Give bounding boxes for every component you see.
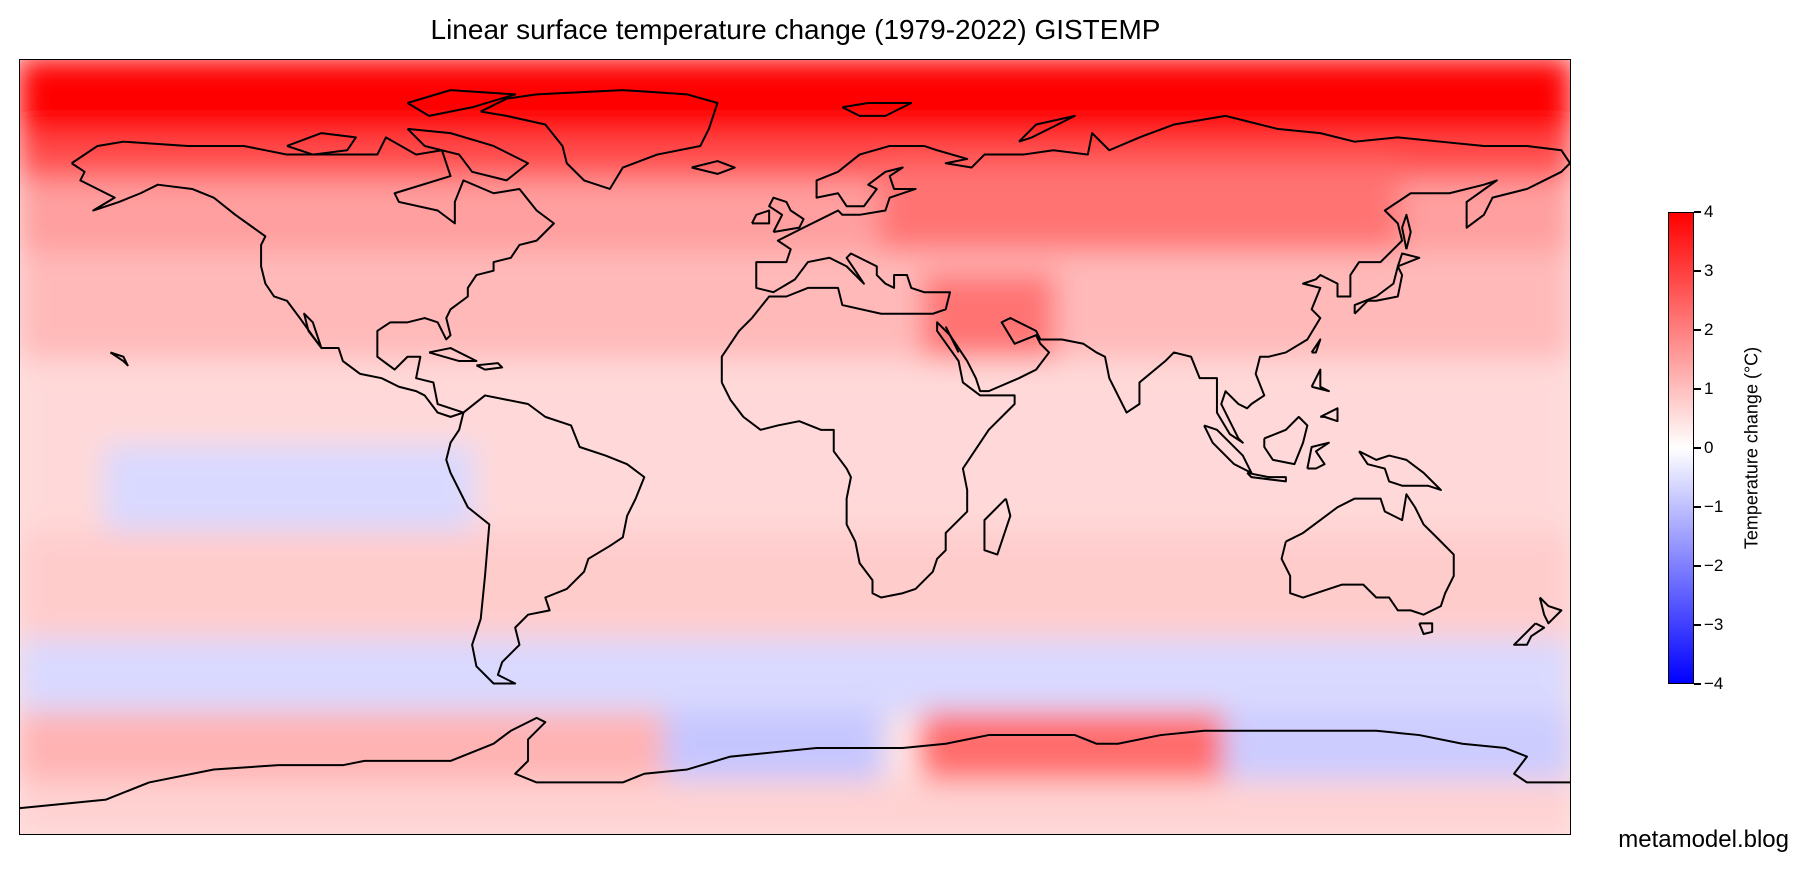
colorbar-tick-label: 0 — [1704, 438, 1714, 457]
colorbar-tick-label: 1 — [1704, 379, 1714, 398]
coastline-java — [1246, 471, 1287, 483]
coastline-hawaii — [109, 351, 129, 367]
colorbar-tick — [1694, 565, 1701, 567]
coastline-luzon — [1310, 368, 1330, 393]
field-region-antarctica-east — [1223, 711, 1570, 785]
temperature-field — [20, 60, 1570, 834]
temperature-map — [20, 60, 1570, 834]
coastline-hispaniola — [475, 362, 504, 371]
coastline-japan — [1353, 252, 1421, 315]
colorbar-tick — [1694, 624, 1701, 626]
colorbar-tick-label: −3 — [1704, 615, 1724, 634]
coastline-great-britain — [768, 196, 805, 233]
colorbar-tick — [1694, 329, 1701, 331]
colorbar-tick-label: 2 — [1704, 320, 1714, 339]
coastline-tasmania — [1418, 622, 1434, 636]
coastline-north-america — [71, 136, 555, 418]
coastline-new-zealand-south — [1513, 622, 1546, 646]
coastline-antarctica — [20, 716, 1570, 810]
coastline-afro-eurasia — [720, 114, 1570, 599]
chart-title: Linear surface temperature change (1979-… — [430, 14, 1161, 45]
coastline-svalbard — [841, 101, 913, 117]
field-region-arctic — [20, 60, 1570, 140]
coastline-new-guinea — [1358, 450, 1442, 491]
coastline-sakhalin — [1401, 213, 1412, 250]
coastline-sulawesi — [1306, 441, 1330, 470]
coastline-novaya-zemlya — [1018, 114, 1076, 143]
coastline-madagascar — [983, 497, 1012, 556]
field-region-siberia-europe — [879, 165, 1400, 256]
watermark: metamodel.blog — [1618, 826, 1789, 853]
field-region-north-subtropics — [20, 251, 1570, 363]
colorbar-tick — [1694, 506, 1701, 508]
field-region-southern-ocean — [20, 638, 1570, 716]
colorbar — [1668, 212, 1694, 684]
field-region-south-pole — [20, 780, 1570, 834]
field-region-antarctica-west — [20, 711, 668, 785]
colorbar-tick — [1694, 388, 1701, 390]
coastline-ireland — [751, 209, 771, 225]
coastline-iceland — [691, 160, 736, 175]
colorbar-tick-label: −4 — [1704, 674, 1724, 693]
coastline-south-america — [445, 394, 646, 685]
coastline-new-zealand-north — [1538, 596, 1563, 625]
field-region-antarctica-indian — [922, 711, 1228, 785]
coastline-baffin-island — [406, 127, 530, 182]
coastline-ellesmere-island — [406, 89, 517, 117]
field-region-south-subtropics — [20, 531, 1570, 643]
colorbar-tick-label: −1 — [1704, 497, 1724, 516]
colorbar-tick-label: 4 — [1704, 202, 1714, 221]
colorbar-tick — [1694, 270, 1701, 272]
map-frame — [19, 59, 1571, 835]
colorbar-tick — [1694, 447, 1701, 449]
colorbar-tick — [1694, 683, 1701, 685]
coastline-mindanao — [1319, 407, 1339, 423]
coastline-taiwan — [1310, 338, 1322, 354]
coastline-cuba — [428, 347, 478, 363]
coastlines — [20, 89, 1570, 810]
colorbar-tick-label: 3 — [1704, 261, 1714, 280]
coastline-borneo — [1263, 415, 1309, 466]
coastline-arabian-peninsula-inner — [944, 326, 960, 353]
coastline-victoria-island — [286, 132, 357, 156]
colorbar-label: Temperature change (°C) — [1741, 346, 1762, 550]
colorbar-tick-label: −2 — [1704, 556, 1724, 575]
coastline-australia — [1280, 493, 1455, 616]
coastline-greenland — [480, 89, 719, 190]
colorbar-tick — [1694, 211, 1701, 213]
